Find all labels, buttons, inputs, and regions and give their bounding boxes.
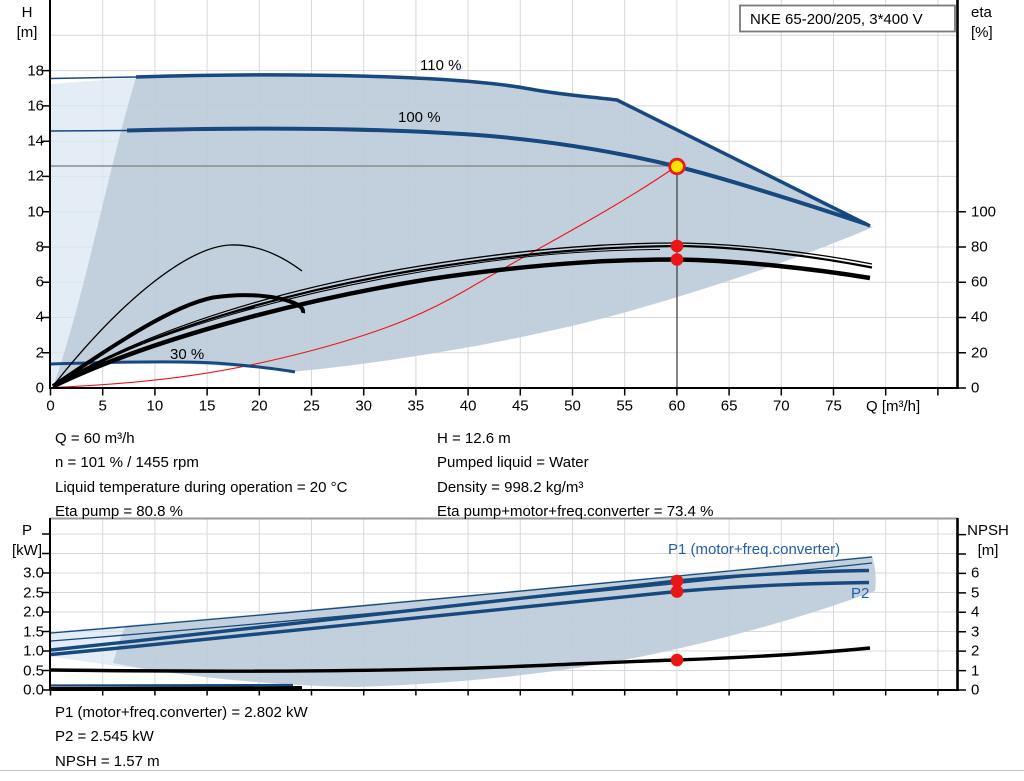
label-100pct: 100 % bbox=[398, 109, 441, 126]
marker-dots bbox=[668, 157, 686, 667]
info-h: H = 12.6 m bbox=[437, 430, 511, 447]
curve-100pct-lead bbox=[50, 129, 128, 132]
npsh-axis-unit: [m] bbox=[977, 542, 999, 559]
label-30pct: 30 % bbox=[170, 346, 205, 363]
eta-total bbox=[52, 257, 871, 389]
info-block-right: H = 12.6 m Pumped liquid = Water Density… bbox=[437, 427, 713, 524]
npsh-axis-label: NPSH [m] bbox=[960, 521, 1016, 561]
info-q: Q = 60 m³/h bbox=[55, 430, 135, 447]
eta-arch-thin bbox=[52, 244, 303, 387]
q-axis-label: Q [m³/h] bbox=[866, 398, 921, 415]
info-n: n = 101 % / 1455 rpm bbox=[55, 454, 199, 472]
chart-title: NKE 65-200/205, 3*400 V bbox=[750, 11, 923, 28]
h-axis-name: H bbox=[21, 4, 33, 21]
npsh-curve bbox=[50, 646, 871, 673]
curve-100pct bbox=[126, 126, 867, 226]
eta-pump-dot bbox=[670, 239, 684, 253]
p2-dot bbox=[670, 585, 684, 598]
p1-110pct bbox=[50, 556, 873, 634]
p2-30pct-black bbox=[50, 686, 303, 690]
info-eta-total: Eta pump+motor+freq.converter = 73.4 % bbox=[437, 502, 714, 520]
info-block-bottom: P1 (motor+freq.converter) = 2.802 kW P2 … bbox=[55, 701, 308, 774]
info-liquid-temp: Liquid temperature during operation = 20… bbox=[55, 478, 348, 496]
label-110pct: 110 % bbox=[420, 57, 462, 74]
p1-curve bbox=[50, 568, 870, 652]
label-p2: P2 bbox=[851, 585, 870, 602]
top-chart-axes bbox=[42, 0, 966, 396]
p-axis-label: P [kW] bbox=[8, 521, 46, 561]
info-density: Density = 998.2 kg/m³ bbox=[437, 478, 584, 496]
curve-110pct bbox=[135, 73, 871, 228]
info-npsh: NPSH = 1.57 m bbox=[55, 752, 160, 770]
label-p1: P1 (motor+freq.converter) bbox=[668, 541, 841, 558]
npsh-axis-name: NPSH bbox=[967, 522, 1009, 539]
bottom-chart-axes bbox=[42, 517, 966, 696]
eta-axis-label: eta [%] bbox=[971, 3, 993, 43]
p-30pct-blue bbox=[50, 683, 294, 687]
operating-point[interactable] bbox=[668, 157, 686, 176]
eta-pump-thin-a bbox=[52, 242, 873, 388]
title-box-frame bbox=[739, 4, 956, 33]
power-curves bbox=[50, 556, 873, 690]
h-axis-unit: [m] bbox=[16, 24, 38, 41]
p-axis-name: P bbox=[21, 522, 32, 539]
p1-dot bbox=[670, 574, 684, 588]
h-axis-label: H [m] bbox=[8, 3, 46, 43]
info-p1: P1 (motor+freq.converter) = 2.802 kW bbox=[55, 704, 308, 721]
info-pumped-liquid: Pumped liquid = Water bbox=[437, 454, 589, 472]
bottom-envelope-dark bbox=[113, 556, 876, 687]
p2-curve bbox=[50, 580, 870, 657]
npsh-dot bbox=[670, 653, 684, 667]
system-curve bbox=[51, 166, 677, 389]
eta-axis-name: eta bbox=[971, 4, 992, 21]
eta-axis-unit: [%] bbox=[971, 24, 993, 41]
info-eta-pump: Eta pump = 80.8 % bbox=[55, 502, 183, 520]
efficiency-curves bbox=[51, 242, 873, 389]
p-axis-unit: [kW] bbox=[12, 542, 42, 559]
curve-110pct-lead bbox=[50, 76, 137, 80]
info-p2: P2 = 2.545 kW bbox=[55, 728, 154, 746]
eta-total-dot bbox=[670, 253, 684, 266]
info-block-left: Q = 60 m³/h n = 101 % / 1455 rpm Liquid … bbox=[55, 427, 347, 524]
